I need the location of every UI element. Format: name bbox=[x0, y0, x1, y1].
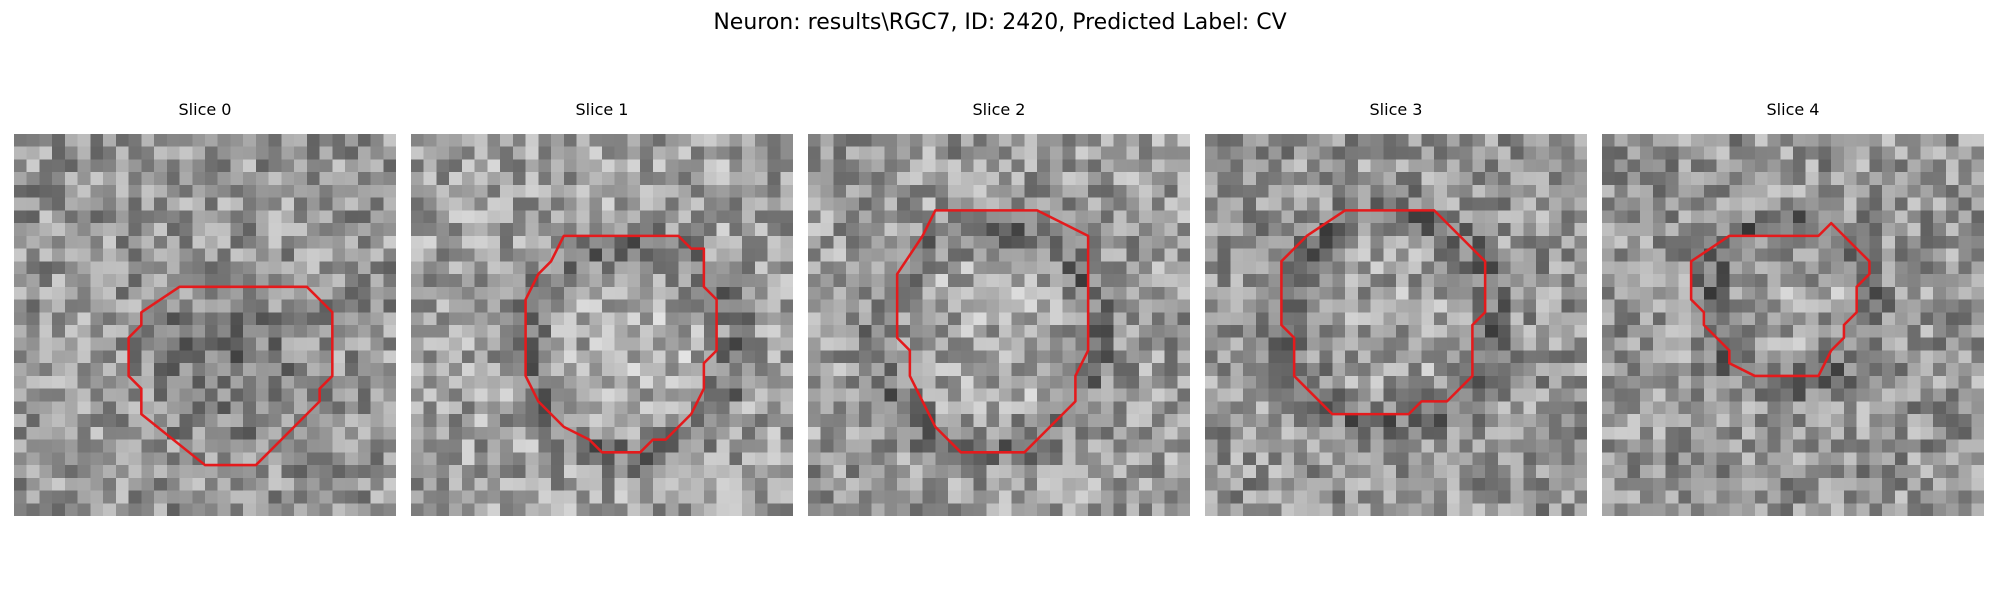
slice-title: Slice 1 bbox=[575, 100, 629, 119]
soma-outline bbox=[895, 209, 1090, 454]
slice-title: Slice 3 bbox=[1369, 100, 1423, 119]
slice-title: Slice 0 bbox=[178, 100, 232, 119]
slice-panel-4: Slice 4 bbox=[1602, 100, 1984, 516]
soma-outline bbox=[1689, 221, 1871, 378]
slice-title: Slice 2 bbox=[972, 100, 1026, 119]
pixel-grid bbox=[808, 134, 1190, 516]
soma-outline bbox=[1280, 209, 1487, 416]
slice-panel-2: Slice 2 bbox=[808, 100, 1190, 516]
pixel-grid bbox=[1602, 134, 1984, 516]
slice-panel-3: Slice 3 bbox=[1205, 100, 1587, 516]
slice-image bbox=[14, 134, 396, 516]
slice-image bbox=[1205, 134, 1587, 516]
figure-title: Neuron: results\RGC7, ID: 2420, Predicte… bbox=[713, 10, 1287, 35]
slice-image bbox=[808, 134, 1190, 516]
soma-outline bbox=[524, 234, 718, 454]
pixel-grid bbox=[411, 134, 793, 516]
slice-title: Slice 4 bbox=[1766, 100, 1820, 119]
slice-image bbox=[411, 134, 793, 516]
soma-outline bbox=[127, 285, 334, 467]
pixel-grid bbox=[14, 134, 396, 516]
slice-panel-1: Slice 1 bbox=[411, 100, 793, 516]
pixel-grid bbox=[1205, 134, 1587, 516]
slice-image bbox=[1602, 134, 1984, 516]
slice-panel-0: Slice 0 bbox=[14, 100, 396, 516]
